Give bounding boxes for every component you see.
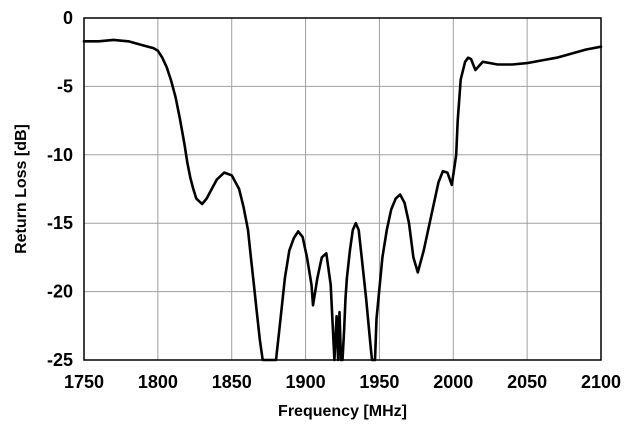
y-tick-label--20: -20 (47, 282, 73, 302)
x-tick-label-1750: 1750 (64, 372, 104, 392)
grid-lines (83, 17, 602, 361)
y-tick-labels: 0 -5 -10 -15 -20 -25 (47, 8, 73, 370)
y-axis-title: Return Loss [dB] (13, 124, 30, 254)
plot-frame (83, 17, 602, 361)
x-tick-label-1800: 1800 (138, 372, 178, 392)
return-loss-line-0 (82, 38, 603, 362)
x-tick-label-1900: 1900 (286, 372, 326, 392)
y-tick-label--15: -15 (47, 213, 73, 233)
x-tick-labels: 1750 1800 1850 1900 1950 2000 2050 2100 (64, 372, 621, 392)
x-tick-label-2050: 2050 (507, 372, 547, 392)
x-tick-label-2100: 2100 (581, 372, 621, 392)
y-tick-label--25: -25 (47, 350, 73, 370)
y-tick-label--10: -10 (47, 145, 73, 165)
y-tick-label--5: -5 (57, 76, 73, 96)
x-axis-title: Frequency [MHz] (278, 403, 407, 420)
x-tick-label-2000: 2000 (433, 372, 473, 392)
y-tick-label-0: 0 (63, 8, 73, 28)
x-tick-label-1850: 1850 (212, 372, 252, 392)
x-tick-label-1950: 1950 (359, 372, 399, 392)
data-series (82, 38, 603, 362)
